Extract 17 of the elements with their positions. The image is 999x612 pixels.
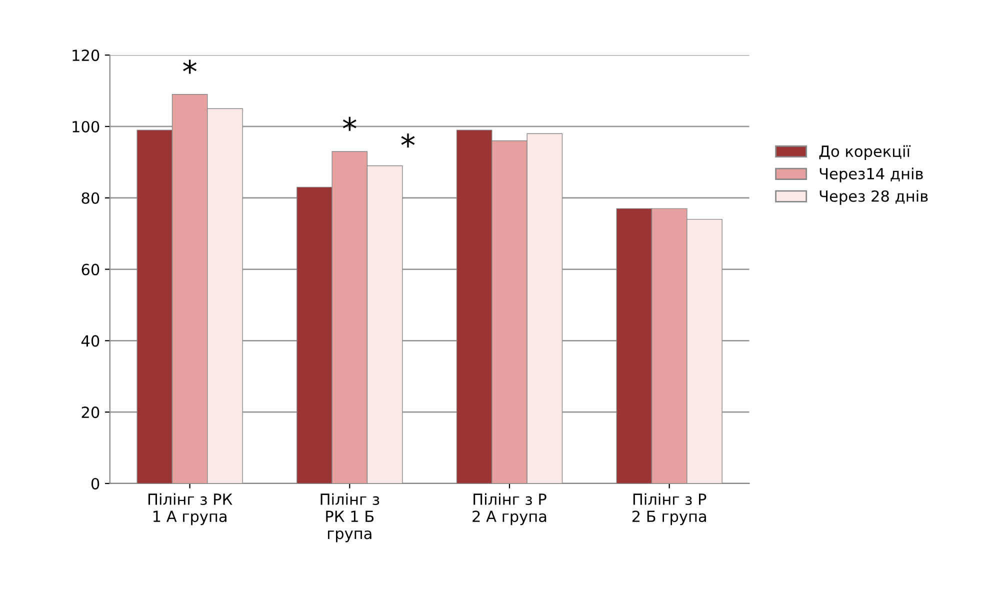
annotation: *: [342, 116, 356, 131]
x-tick-label: Пілінг з Р 2 А група: [472, 493, 546, 526]
y-tick-label: 120: [72, 50, 100, 62]
y-tick-label: 20: [82, 406, 100, 418]
annotation: *: [183, 60, 197, 74]
y-tick-label: 40: [81, 335, 100, 347]
legend-label: Через 28 днів: [820, 190, 928, 205]
y-tick-label: 0: [91, 478, 100, 490]
legend-label: До корекції: [819, 145, 911, 160]
x-tick-label: Пілінг з РК 1 А група: [148, 493, 232, 526]
legend-label: Через14 днів: [820, 168, 923, 182]
x-tick-label: Пілінг з РК 1 Б група: [320, 493, 380, 542]
y-tick-label: 100: [72, 120, 100, 132]
y-tick-label: 60: [82, 264, 100, 276]
x-tick-label: Пілінг з Р 2 Б група: [632, 493, 706, 526]
annotation: *: [401, 134, 415, 148]
y-tick-label: 80: [82, 192, 100, 204]
